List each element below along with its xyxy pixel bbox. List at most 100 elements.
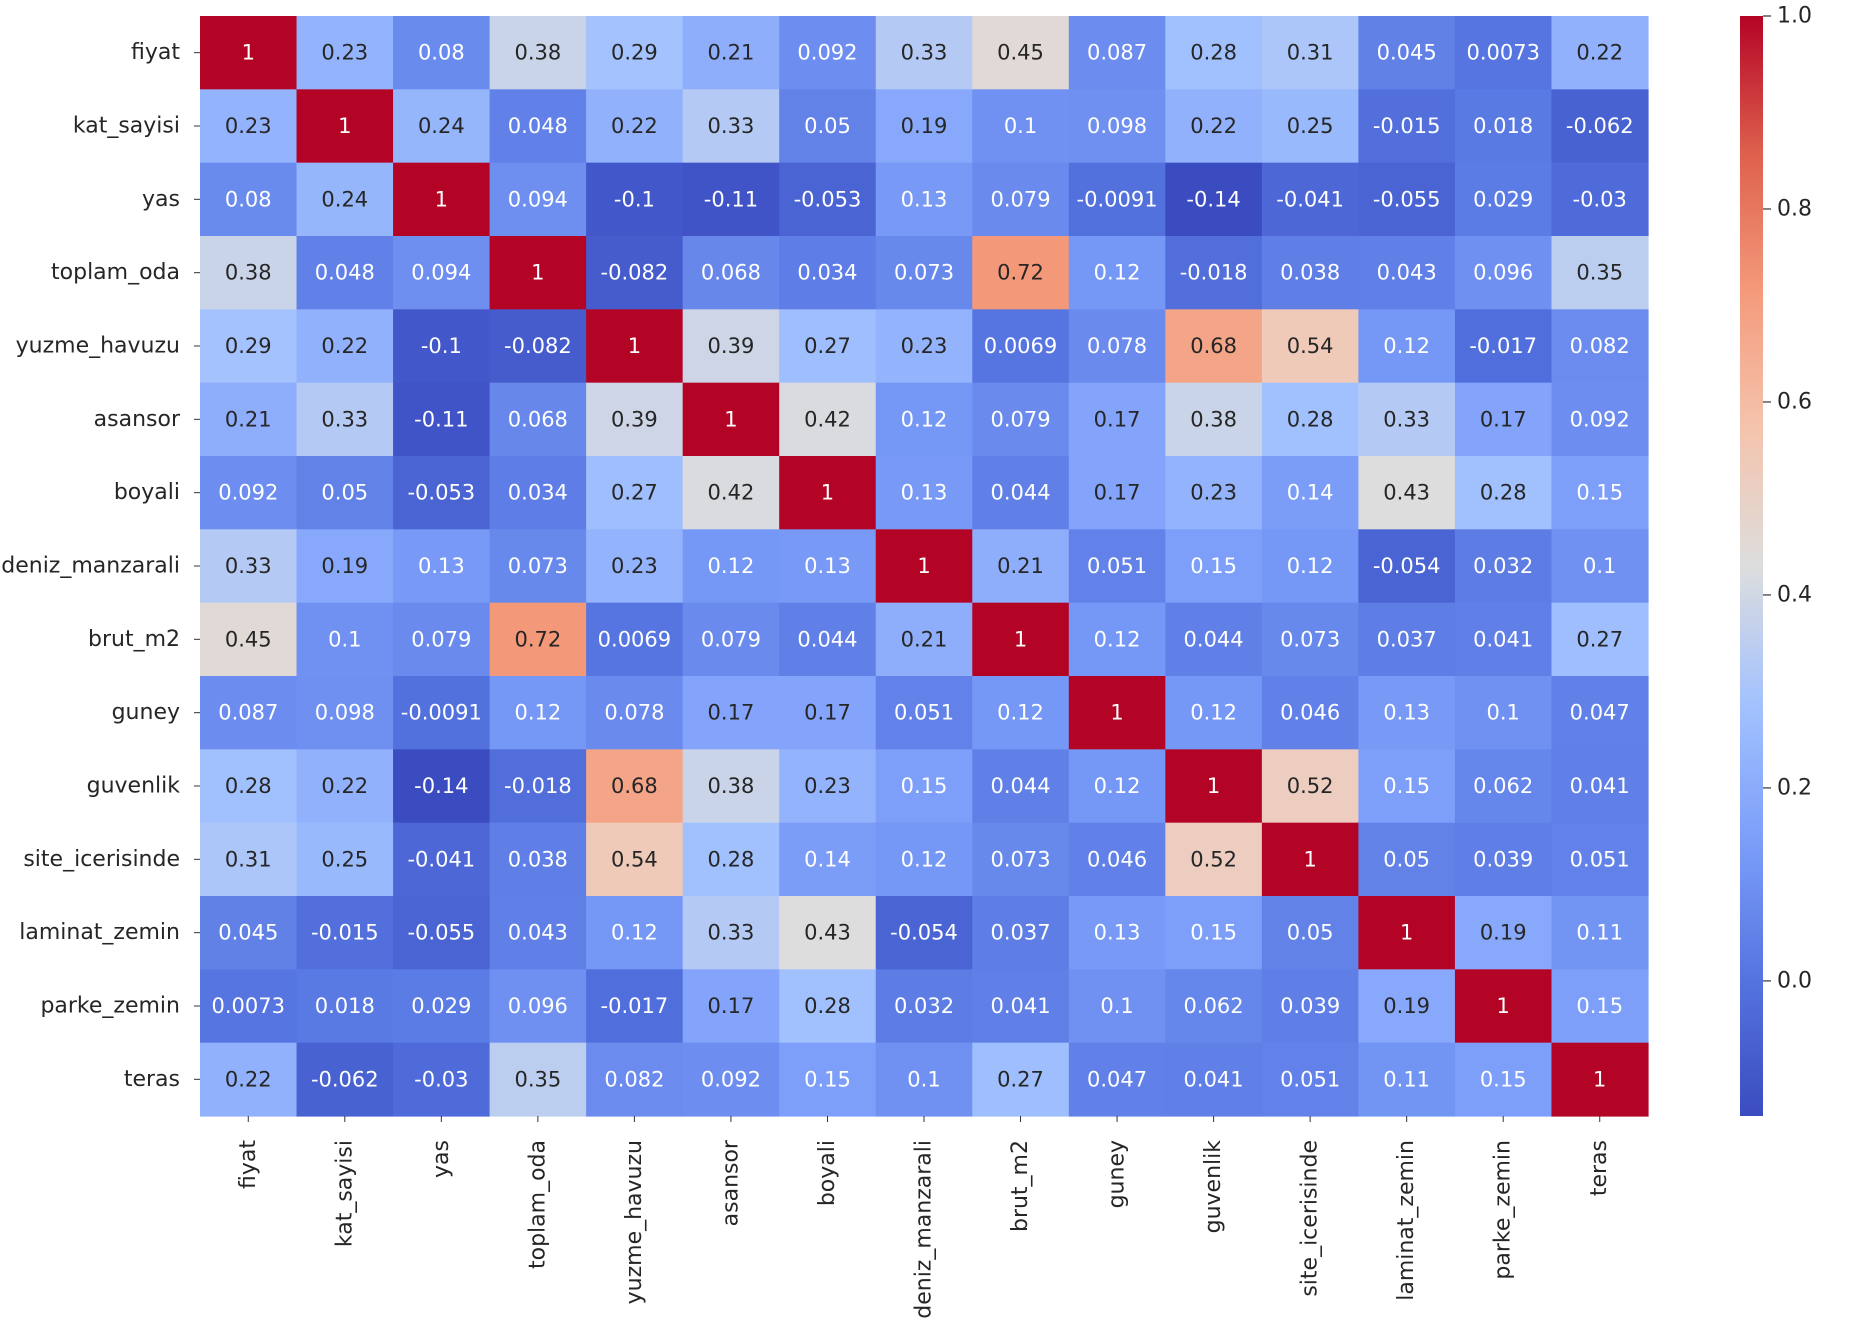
heatmap-cell: [1358, 16, 1456, 90]
heatmap-cell: [1261, 969, 1359, 1044]
heatmap-cell: [393, 89, 491, 164]
cell-annotation: 0.094: [411, 261, 471, 285]
cell-annotation: 0.044: [797, 627, 857, 651]
heatmap-cell: [1068, 676, 1166, 750]
y-tick-label: guney: [112, 700, 180, 725]
cell-annotation: 0.24: [418, 114, 465, 138]
heatmap-cell: [489, 602, 587, 677]
heatmap-cell: [586, 676, 684, 750]
heatmap-cell: [875, 309, 973, 384]
heatmap-cell: [1551, 382, 1649, 457]
cell-annotation: 0.38: [225, 261, 272, 285]
heatmap-cell: [779, 236, 877, 310]
heatmap-cell: [1261, 896, 1359, 970]
heatmap-cell: [1551, 89, 1649, 164]
cell-annotation: 0.082: [1570, 334, 1630, 358]
y-tick-label: kat_sayisi: [73, 114, 180, 139]
heatmap-cell: [200, 896, 298, 970]
cell-annotation: 0.041: [1473, 627, 1533, 651]
cell-annotation: 0.22: [1190, 114, 1237, 138]
cell-annotation: 1: [242, 41, 255, 65]
heatmap-cell: [393, 822, 491, 897]
heatmap-cell: [1261, 822, 1359, 897]
cell-annotation: 0.28: [1190, 41, 1237, 65]
heatmap-cell: [200, 309, 298, 384]
heatmap-cell: [1454, 602, 1553, 677]
cell-annotation: 0.062: [1184, 994, 1244, 1018]
heatmap-cell: [200, 969, 298, 1044]
cell-annotation: -0.082: [601, 261, 669, 285]
heatmap-cell: [1165, 236, 1263, 310]
cell-annotation: 0.23: [1190, 481, 1237, 505]
cell-annotation: -0.062: [1566, 114, 1634, 138]
cell-annotation: 0.12: [901, 847, 948, 871]
cell-annotation: 0.051: [1280, 1067, 1340, 1091]
cell-annotation: 0.15: [804, 1067, 851, 1091]
heatmap-cell: [586, 236, 684, 310]
heatmap-cell: [1358, 236, 1456, 310]
heatmap-cell: [1261, 1042, 1359, 1117]
colorbar: 0.0 0.2 0.4 0.6 0.8 1.0: [1740, 4, 1812, 1116]
cell-annotation: 0.029: [411, 994, 471, 1018]
heatmap-cell: [586, 382, 684, 457]
heatmap-cell: [296, 529, 394, 604]
heatmap-cell: [200, 16, 298, 90]
cell-annotation: -0.041: [1276, 187, 1344, 211]
cell-annotation: -0.018: [1180, 261, 1248, 285]
heatmap-cell: [1068, 822, 1166, 897]
heatmap-cell: [875, 896, 973, 970]
heatmap-cell: [393, 382, 491, 457]
heatmap-cell: [972, 896, 1070, 970]
heatmap-cell: [489, 1042, 587, 1117]
cell-annotation: 0.23: [611, 554, 658, 578]
cell-annotation: 0.68: [611, 774, 658, 798]
heatmap-cell: [682, 896, 780, 970]
cell-annotation: -0.0091: [401, 701, 482, 725]
heatmap-cell: [875, 1042, 973, 1117]
cell-annotation: 1: [1593, 1067, 1606, 1091]
cell-annotation: 0.032: [894, 994, 954, 1018]
heatmap-cell: [875, 236, 973, 310]
cell-annotation: 0.05: [1287, 921, 1334, 945]
heatmap-cell: [1068, 382, 1166, 457]
cell-annotation: -0.1: [421, 334, 462, 358]
cell-annotation: 0.11: [1383, 1067, 1430, 1091]
cell-annotation: 0.22: [611, 114, 658, 138]
cell-annotation: 0.078: [604, 701, 664, 725]
heatmap-cell: [489, 676, 587, 750]
heatmap-cell: [972, 676, 1070, 750]
cell-annotation: 0.1: [1004, 114, 1037, 138]
heatmap-cell: [1358, 749, 1456, 824]
heatmap-cell: [875, 602, 973, 677]
heatmap-cell: [1068, 529, 1166, 604]
y-tick-label: deniz_manzarali: [1, 554, 180, 579]
cell-annotation: 0.062: [1473, 774, 1533, 798]
heatmap-cell: [586, 896, 684, 970]
heatmap-cell: [296, 676, 394, 750]
cell-annotation: -0.054: [890, 921, 958, 945]
cell-annotation: 0.098: [1087, 114, 1147, 138]
x-tick-label: toplam_oda: [525, 1140, 550, 1269]
heatmap-cell: [779, 896, 877, 970]
heatmap-cell: [1068, 896, 1166, 970]
heatmap-cell: [200, 602, 298, 677]
heatmap-cell: [393, 969, 491, 1044]
cell-annotation: 1: [1400, 921, 1413, 945]
cell-annotation: 0.1: [1583, 554, 1616, 578]
heatmap-cell: [1454, 896, 1553, 970]
cell-annotation: 0.43: [1383, 481, 1430, 505]
heatmap-cell: [489, 969, 587, 1044]
heatmap-cell: [1358, 309, 1456, 384]
heatmap-cell: [1261, 529, 1359, 604]
cell-annotation: 0.21: [708, 41, 755, 65]
cell-annotation: 0.23: [901, 334, 948, 358]
cell-annotation: 0.33: [1383, 407, 1430, 431]
heatmap-cell: [875, 529, 973, 604]
cell-annotation: 0.35: [1576, 261, 1623, 285]
heatmap-cell: [779, 456, 877, 530]
heatmap-cell: [1261, 676, 1359, 750]
heatmap-cell: [1454, 89, 1553, 164]
heatmap-cell: [1165, 309, 1263, 384]
cell-annotation: 0.068: [508, 407, 568, 431]
